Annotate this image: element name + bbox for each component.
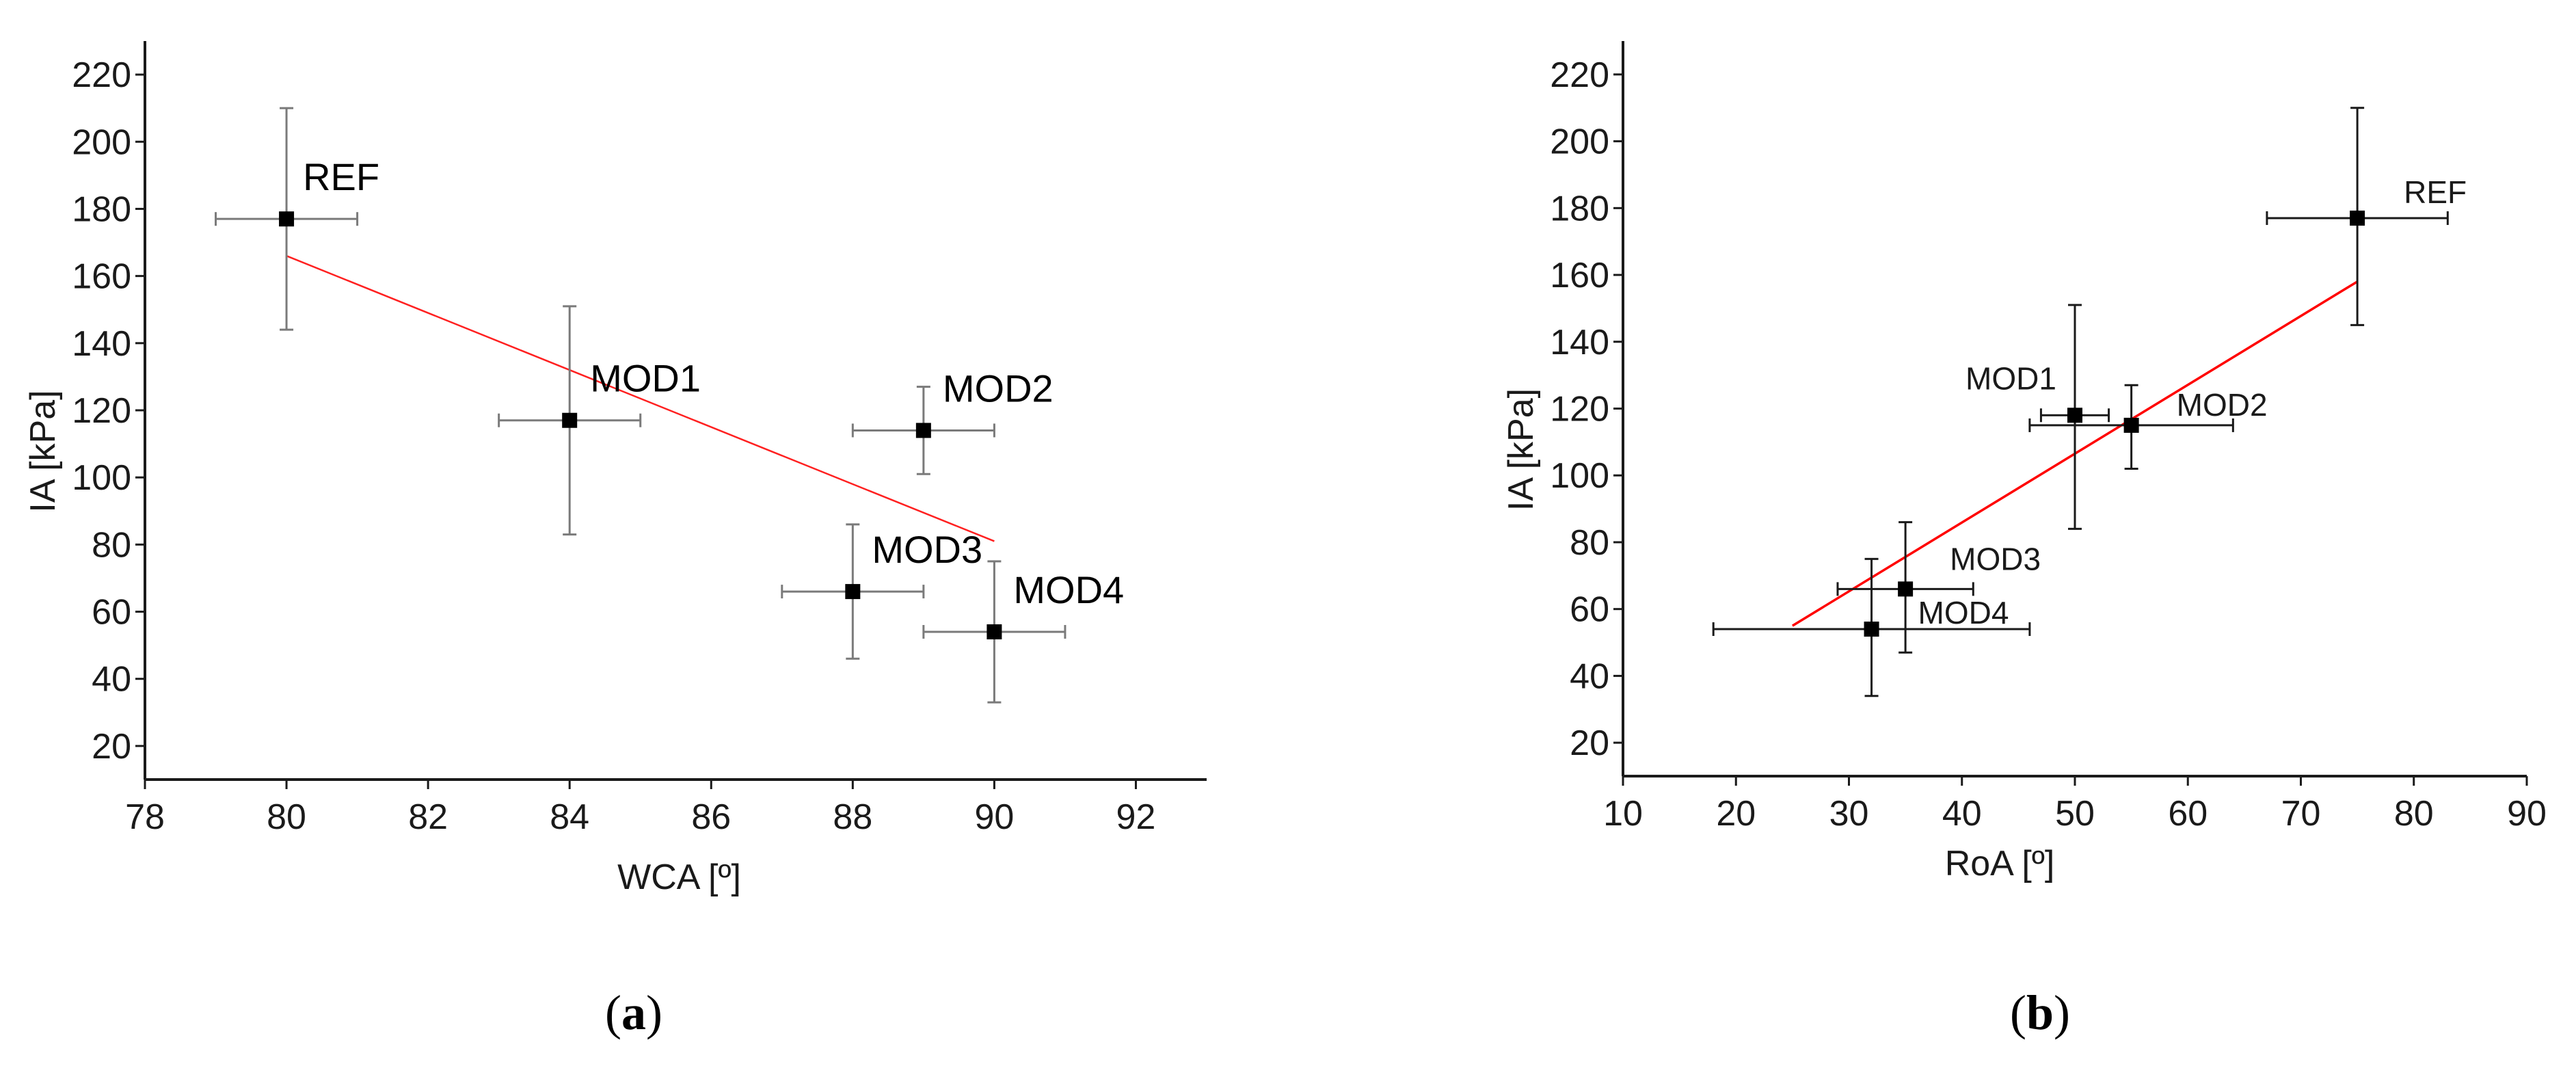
y-tick-label: 140 [72,324,131,364]
x-tick-label: 70 [2281,794,2321,834]
y-tick-label: 60 [1570,590,1609,630]
point-label: MOD2 [2177,387,2268,423]
y-tick-label: 20 [1570,723,1609,763]
point-marker [279,211,295,227]
y-tick-label: 80 [92,525,131,565]
x-tick-label: 30 [1829,794,1869,834]
caption-close-paren: ) [645,985,662,1040]
data-point-mod3: MOD3 [781,523,982,660]
point-marker [2123,417,2139,433]
y-tick-label: 180 [72,189,131,229]
point-label: MOD1 [1965,360,2056,396]
x-tick-label: 20 [1716,794,1756,834]
x-tick-label: 80 [2394,794,2434,834]
x-tick-label: 92 [1116,797,1156,837]
point-label: MOD2 [943,367,1054,410]
data-point-mod2: MOD2 [2028,384,2268,470]
x-tick-label: 88 [833,797,872,837]
y-tick-label: 180 [1550,189,1609,228]
x-tick-label: 90 [974,797,1014,837]
caption-a: (a) [605,985,662,1041]
caption-open-paren: ( [2010,985,2026,1040]
y-tick-label: 200 [72,122,131,162]
x-tick-label: 80 [267,797,306,837]
point-marker [2350,210,2365,226]
point-marker [1864,622,1879,637]
point-label: REF [2404,174,2467,210]
y-tick-label: 40 [92,660,131,700]
y-tick-label: 60 [92,593,131,633]
y-tick-label: 20 [92,727,131,767]
scatter-plot-roa: 20 40 60 80 100 120 140 160 180 200 220 10 20 30 40 50 6… [1501,41,2547,883]
x-tick-label: 82 [408,797,448,837]
point-marker [562,412,578,428]
data-point-mod4: MOD4 [922,560,1124,704]
y-axis-title: IA [kPa] [23,390,63,512]
x-tick-label: 78 [125,797,165,837]
scatter-plot-wca: 20 40 60 80 100 120 140 160 180 200 220 78 80 82 84 86 8… [23,41,1207,897]
x-tick-label: 50 [2055,794,2095,834]
point-label: MOD4 [1013,568,1124,611]
data-point-mod1: MOD1 [1965,304,2110,530]
caption-close-paren: ) [2054,985,2071,1040]
x-tick-label: 60 [2168,794,2208,834]
chart-panel-b: 20 40 60 80 100 120 140 160 180 200 220 10 20 30 40 50 6… [1288,0,2576,1040]
x-axis-title: WCA [º] [617,857,741,897]
data-point-mod1: MOD1 [498,305,701,536]
point-marker [845,584,861,600]
point-label: MOD1 [590,357,701,400]
y-tick-label: 220 [1550,55,1609,95]
point-label: REF [303,155,379,198]
caption-b: (b) [2010,985,2070,1041]
point-marker [2067,408,2082,423]
data-point-ref: REF [215,107,379,331]
x-tick-label: 10 [1603,794,1643,834]
x-tick-label: 90 [2507,794,2547,834]
x-tick-label: 84 [550,797,589,837]
x-axis-title: RoA [º] [1945,844,2055,883]
y-tick-label: 160 [72,257,131,297]
y-tick-label: 120 [72,391,131,431]
point-marker [1898,581,1914,597]
y-axis-title: IA [kPa] [1501,388,1541,511]
y-tick-label: 100 [72,458,131,498]
x-tick-label: 86 [691,797,731,837]
y-tick-label: 120 [1550,390,1609,429]
y-tick-label: 100 [1550,456,1609,496]
point-marker [915,423,931,438]
data-point-mod2: MOD2 [851,367,1054,475]
point-marker [987,624,1002,639]
y-tick-label: 140 [1550,323,1609,362]
y-tick-label: 220 [72,55,131,95]
data-point-ref: REF [2266,107,2467,326]
point-label: MOD3 [1950,541,2041,576]
regression-line [286,255,995,542]
y-tick-label: 160 [1550,256,1609,295]
point-label: MOD3 [872,528,982,571]
caption-letter: b [2026,985,2054,1040]
data-point-mod4: MOD4 [1712,557,2031,697]
point-label: MOD4 [1918,595,2009,630]
y-tick-label: 40 [1570,656,1609,696]
data-point-mod3: MOD3 [1836,521,2041,654]
caption-open-paren: ( [605,985,621,1040]
y-tick-label: 200 [1550,122,1609,162]
x-tick-label: 40 [1942,794,1982,834]
y-tick-label: 80 [1570,523,1609,563]
chart-panel-a: 20 40 60 80 100 120 140 160 180 200 220 78 80 82 84 86 8… [0,0,1288,1040]
caption-letter: a [621,985,646,1040]
